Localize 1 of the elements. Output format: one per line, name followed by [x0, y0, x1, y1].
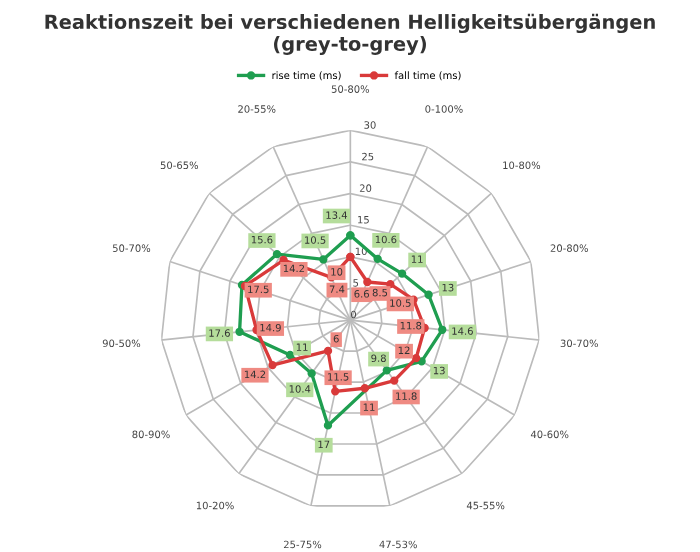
chart-title: Reaktionszeit bei verschiedenen Helligkeitsübergängen (grey-to-grey)	[45, 13, 655, 55]
